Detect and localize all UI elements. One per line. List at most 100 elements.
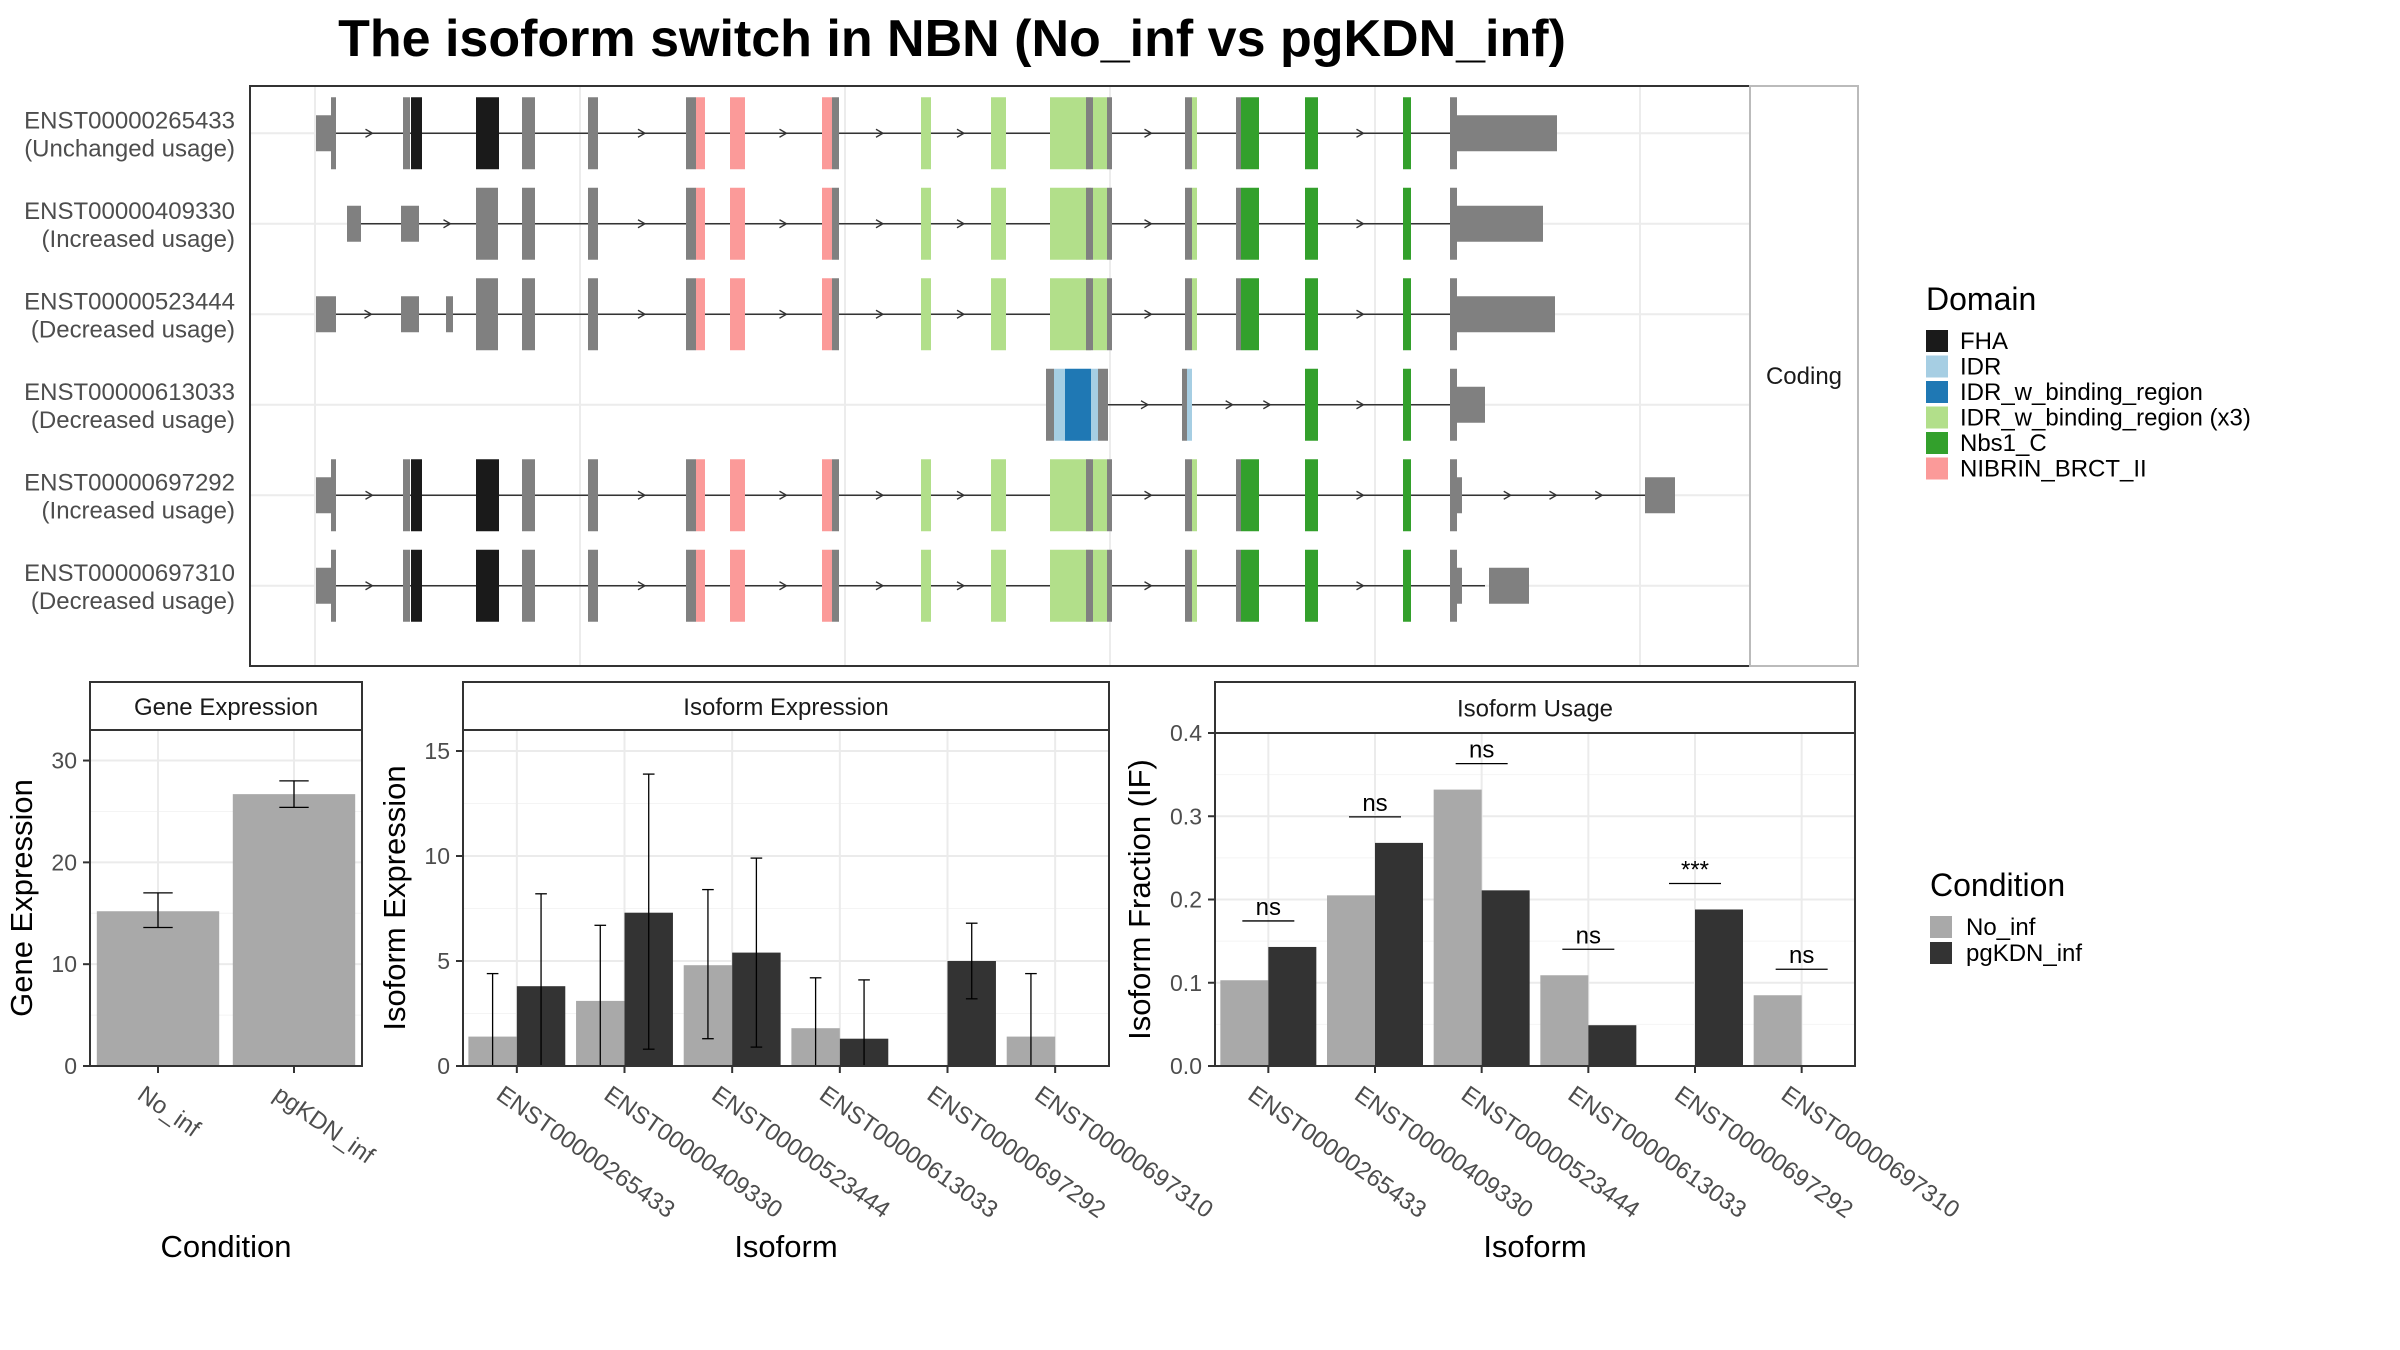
domain-legend-key <box>1926 432 1948 454</box>
domain-idr-binding-x3-block <box>921 278 931 351</box>
intron-arrow <box>637 128 647 138</box>
exon-block <box>588 187 598 260</box>
domain-fha-block <box>411 549 422 622</box>
domain-idr-binding-x3-block <box>1050 97 1066 170</box>
domain-idr-binding-x3-block <box>921 97 931 170</box>
x-tick-label: ENST00000409330 <box>1350 1081 1538 1224</box>
bar <box>1433 789 1482 1066</box>
x-axis-title: Condition <box>161 1229 292 1264</box>
exon-block <box>1450 97 1457 170</box>
domain-nbs1c-block <box>1241 549 1259 622</box>
intron-arrow <box>956 309 966 319</box>
y-tick-label: 10 <box>51 951 77 977</box>
intron-arrow <box>875 490 885 500</box>
domain-idr-binding-x3-block <box>1050 187 1066 260</box>
domain-idr-binding-x3-block <box>991 549 1006 622</box>
domain-fha-block <box>476 459 499 532</box>
bar <box>1540 975 1589 1066</box>
domain-nibrin-brct-block <box>696 549 705 622</box>
isoform-status-label: (Decreased usage) <box>31 407 235 434</box>
domain-nibrin-brct-block <box>696 459 705 532</box>
x-tick-label: pgKDN_inf <box>269 1081 380 1170</box>
panel-border <box>462 729 1110 1067</box>
exon-block <box>1489 567 1529 604</box>
domain-nbs1c-block <box>1403 368 1411 441</box>
facet-strip <box>1749 85 1859 667</box>
domain-nibrin-brct-block <box>822 97 832 170</box>
x-tick-label: ENST00000409330 <box>599 1081 787 1224</box>
exon-block <box>588 278 598 351</box>
bar <box>1695 909 1743 1066</box>
intron-arrow <box>443 219 452 229</box>
intron-arrow <box>637 309 647 319</box>
domain-nbs1c-block <box>1403 97 1411 170</box>
exon-block <box>1450 368 1457 441</box>
y-tick-label: 15 <box>424 738 450 764</box>
intron-arrow <box>364 309 373 319</box>
intron-arrow <box>875 581 885 591</box>
exon-block <box>1457 386 1485 423</box>
domain-nibrin-brct-block <box>822 278 832 351</box>
exon-block <box>476 278 486 351</box>
domain-legend-label: Nbs1_C <box>1960 430 2047 457</box>
intron-arrow <box>956 128 966 138</box>
intron-arrow <box>637 581 647 591</box>
x-tick-label: ENST00000697310 <box>1030 1081 1218 1224</box>
panel-strip <box>1214 681 1856 734</box>
domain-legend-key <box>1926 355 1948 378</box>
domain-idr-binding-x3-block <box>1093 549 1107 622</box>
significance-label: ns <box>1256 894 1281 921</box>
domain-idr-binding-x3-block <box>1192 278 1197 351</box>
domain-nbs1c-block <box>1305 97 1318 170</box>
domain-fha-block <box>476 97 499 170</box>
exon-block <box>1046 368 1054 441</box>
isoform-id-label: ENST00000697310 <box>24 560 235 587</box>
exon-block <box>1457 296 1555 333</box>
isoform-id-label: ENST00000409330 <box>24 198 235 225</box>
domain-idr-binding-x3-block <box>1093 459 1107 532</box>
y-tick-label: 0.0 <box>1170 1053 1202 1079</box>
isoform-id-label: ENST00000613033 <box>24 379 235 406</box>
domain-idr-binding-x3-block <box>1050 549 1066 622</box>
exon-block <box>1182 368 1187 441</box>
exon-block <box>1107 187 1112 260</box>
intron-arrow <box>779 219 788 229</box>
domain-legend-key <box>1926 381 1948 403</box>
isoform-expression-panel: Isoform Expression051015ENST00000265433E… <box>377 681 1218 1264</box>
intron-arrow <box>1356 128 1365 138</box>
intron-arrow <box>956 581 966 591</box>
exon-block <box>316 296 336 333</box>
exon-block <box>1450 187 1457 260</box>
exon-block <box>1236 278 1241 351</box>
intron-arrow <box>365 128 374 138</box>
isoform-status-label: (Unchanged usage) <box>24 135 235 162</box>
exon-block <box>588 549 598 622</box>
bar <box>1753 995 1802 1066</box>
exon-block <box>1450 549 1457 622</box>
domain-nibrin-brct-block <box>730 549 745 622</box>
domain-idr-binding-block <box>1065 368 1081 441</box>
exon-block <box>686 549 696 622</box>
exon-block <box>476 187 486 260</box>
condition-legend-label: No_inf <box>1966 914 2036 941</box>
domain-idr-binding-x3-block <box>991 459 1006 532</box>
domain-idr-binding-x3-block <box>991 97 1006 170</box>
condition-legend-key <box>1930 916 1952 938</box>
exon-block <box>1450 459 1457 532</box>
isoform-status-label: (Increased usage) <box>42 497 235 524</box>
facet-strip-label: Coding <box>1766 363 1842 390</box>
exon-block <box>486 187 498 260</box>
exon-block <box>1457 477 1462 514</box>
domain-nibrin-brct-block <box>730 278 745 351</box>
domain-legend-title: Domain <box>1926 281 2036 317</box>
domain-idr-binding-x3-block <box>1192 459 1197 532</box>
exon-block <box>1107 549 1112 622</box>
domain-legend-label: NIBRIN_BRCT_II <box>1960 456 2147 483</box>
domain-fha-block <box>411 97 422 170</box>
domain-nbs1c-block <box>1305 459 1318 532</box>
domain-nibrin-brct-block <box>730 97 745 170</box>
y-tick-label: 0 <box>437 1053 450 1079</box>
